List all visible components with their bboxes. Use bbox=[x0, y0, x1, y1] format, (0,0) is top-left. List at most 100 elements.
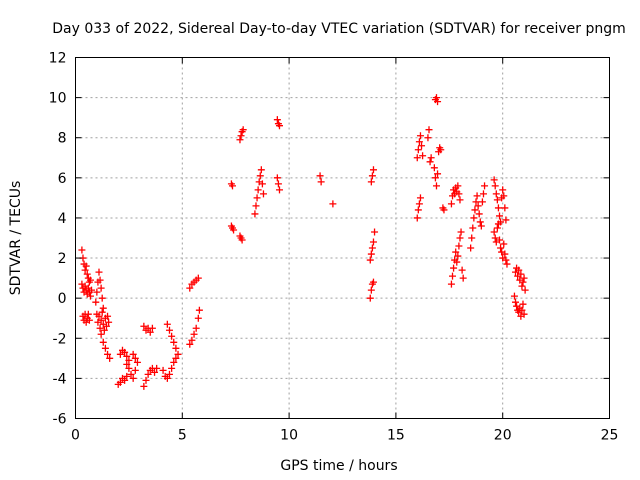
data-point bbox=[131, 354, 139, 362]
data-point bbox=[188, 336, 196, 344]
data-point bbox=[501, 204, 509, 212]
data-point bbox=[369, 278, 377, 286]
data-point bbox=[148, 324, 156, 332]
data-point bbox=[142, 376, 150, 384]
grid bbox=[75, 57, 610, 419]
data-point bbox=[100, 326, 108, 334]
data-point bbox=[457, 228, 465, 236]
x-tick-label: 25 bbox=[601, 428, 619, 444]
data-point bbox=[413, 154, 421, 162]
data-point bbox=[521, 286, 529, 294]
x-tick-label: 15 bbox=[387, 428, 405, 444]
y-tick-label: 10 bbox=[49, 91, 67, 107]
data-point bbox=[98, 294, 106, 302]
data-point bbox=[520, 310, 528, 318]
data-point bbox=[447, 200, 455, 208]
data-point bbox=[419, 152, 427, 160]
data-point bbox=[254, 186, 262, 194]
data-point bbox=[473, 192, 481, 200]
y-tick-label: 4 bbox=[58, 211, 67, 227]
data-point bbox=[440, 206, 448, 214]
data-point bbox=[479, 190, 487, 198]
data-point bbox=[366, 256, 374, 264]
data-point bbox=[230, 226, 238, 234]
data-point bbox=[415, 200, 423, 208]
data-point bbox=[475, 210, 483, 218]
data-point bbox=[131, 366, 139, 374]
data-point bbox=[472, 198, 480, 206]
data-point bbox=[476, 218, 484, 226]
data-point bbox=[481, 182, 489, 190]
data-point bbox=[492, 190, 500, 198]
data-point bbox=[256, 172, 264, 180]
data-point bbox=[92, 298, 100, 306]
data-point bbox=[426, 158, 434, 166]
data-point bbox=[367, 250, 375, 258]
data-point bbox=[163, 320, 171, 328]
data-point bbox=[116, 350, 124, 358]
data-point bbox=[97, 316, 105, 324]
data-point bbox=[493, 224, 501, 232]
data-point bbox=[102, 322, 110, 330]
x-tick-label: 0 bbox=[71, 428, 80, 444]
x-tick-label: 5 bbox=[178, 428, 187, 444]
data-point bbox=[371, 228, 379, 236]
data-point bbox=[491, 182, 499, 190]
data-point bbox=[236, 136, 244, 144]
data-point bbox=[493, 196, 501, 204]
data-point bbox=[129, 350, 137, 358]
data-point bbox=[456, 196, 464, 204]
data-point bbox=[186, 340, 194, 348]
data-point bbox=[84, 310, 92, 318]
data-point bbox=[125, 356, 133, 364]
data-point bbox=[510, 292, 518, 300]
data-point bbox=[123, 352, 131, 360]
data-point bbox=[432, 182, 440, 190]
data-point bbox=[186, 284, 194, 292]
data-point bbox=[495, 212, 503, 220]
data-point bbox=[88, 286, 96, 294]
data-point bbox=[501, 250, 509, 258]
data-point bbox=[170, 358, 178, 366]
y-tick-label: 6 bbox=[58, 171, 67, 187]
data-point bbox=[453, 258, 461, 266]
data-point bbox=[81, 266, 89, 274]
data-point bbox=[367, 178, 375, 186]
data-point bbox=[317, 178, 325, 186]
data-point bbox=[497, 244, 505, 252]
data-point bbox=[450, 264, 458, 272]
chart-title: Day 033 of 2022, Sidereal Day-to-day VTE… bbox=[52, 21, 626, 37]
data-point bbox=[238, 236, 246, 244]
data-point bbox=[494, 204, 502, 212]
data-point bbox=[192, 324, 200, 332]
data-point bbox=[172, 354, 180, 362]
y-tick-label: -4 bbox=[53, 371, 67, 387]
data-point bbox=[414, 146, 422, 154]
x-tick-label: 20 bbox=[494, 428, 512, 444]
data-point bbox=[427, 154, 435, 162]
data-point bbox=[96, 276, 104, 284]
y-tick-label: -2 bbox=[53, 331, 67, 347]
data-point bbox=[490, 176, 498, 184]
data-points bbox=[78, 94, 529, 390]
data-point bbox=[500, 192, 508, 200]
data-point bbox=[418, 142, 426, 150]
data-point bbox=[104, 350, 112, 358]
data-point bbox=[174, 350, 182, 358]
data-point bbox=[434, 98, 442, 106]
data-point bbox=[239, 126, 247, 134]
data-point bbox=[253, 194, 261, 202]
data-point bbox=[105, 318, 113, 326]
data-point bbox=[163, 374, 171, 382]
data-point bbox=[494, 220, 502, 228]
data-point bbox=[86, 292, 94, 300]
data-point bbox=[431, 174, 439, 182]
data-point bbox=[502, 256, 510, 264]
data-point bbox=[153, 364, 161, 372]
data-point bbox=[83, 270, 91, 278]
data-point bbox=[194, 314, 202, 322]
data-point bbox=[190, 330, 198, 338]
data-point bbox=[228, 182, 236, 190]
data-point bbox=[495, 236, 503, 244]
